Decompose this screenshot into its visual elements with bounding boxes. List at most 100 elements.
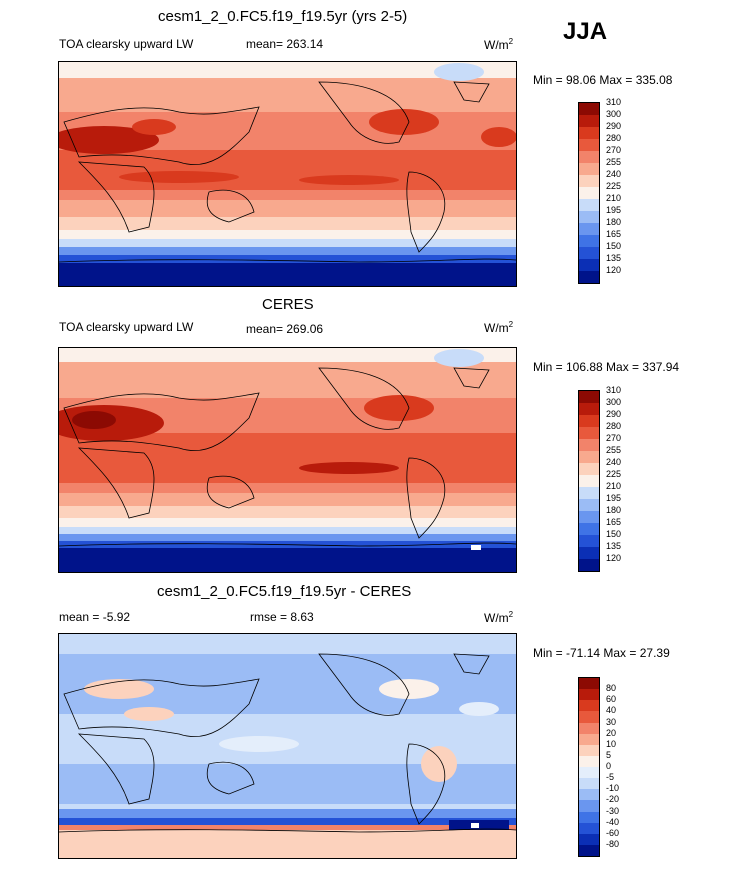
colorbar-segment [579,535,599,547]
colorbar-segment [579,391,599,403]
colorbar-tick-label: -40 [606,816,620,827]
panel2-map [58,347,517,573]
colorbar-tick-label: 310 [606,97,622,107]
colorbar-segment [579,259,599,271]
colorbar-tick-label: 280 [606,421,622,431]
colorbar-tick-label: 10 [606,738,617,749]
colorbar-segment [579,199,599,211]
colorbar-segment [579,523,599,535]
colorbar-tick-label: 310 [606,385,622,395]
panel1-variable: TOA clearsky upward LW [59,37,194,51]
colorbar-tick-label: 40 [606,705,617,716]
colorbar-segment [579,235,599,247]
panel2-field-svg [59,348,516,572]
panel1-mean: mean= 263.14 [246,37,324,51]
colorbar-tick-label: 120 [606,265,622,275]
panel2-title: CERES [262,296,314,313]
panel3-mean: mean = -5.92 [59,610,131,624]
colorbar-tick-label: 290 [606,121,622,131]
colorbar-segment [579,151,599,163]
colorbar-tick-label: 195 [606,205,622,215]
colorbar-segment [579,811,599,823]
colorbar-segment [579,778,599,790]
panel3-rmse: rmse = 8.63 [250,610,314,624]
colorbar-segment [579,487,599,499]
colorbar-tick-label: 135 [606,253,622,263]
colorbar-tick-label: 80 [606,683,617,694]
colorbar-segment [579,767,599,779]
panel3-units: W/m2 [484,610,514,625]
colorbar-segment [579,559,599,571]
colorbar-segment [579,475,599,487]
colorbar-segment [579,103,599,115]
colorbar-tick-label: 300 [606,397,622,407]
colorbar-segment [579,115,599,127]
colorbar-segment [579,223,599,235]
colorbar-tick-label: 120 [606,553,622,563]
colorbar-tick-label: 165 [606,229,622,239]
colorbar-tick-label: 150 [606,529,622,539]
colorbar-tick-label: 150 [606,241,622,251]
colorbar-segment [579,415,599,427]
colorbar-segment [579,499,599,511]
colorbar-segment [579,733,599,745]
colorbar-segment [579,547,599,559]
colorbar-segment [579,427,599,439]
colorbar-tick-label: 30 [606,716,617,727]
colorbar-segment [579,139,599,151]
colorbar-tick-label: -30 [606,805,620,816]
panel2-minmax: Min = 106.88 Max = 337.94 [533,360,680,374]
colorbar-tick-label: 280 [606,133,622,143]
colorbar-segment [579,463,599,475]
colorbar-tick-label: 290 [606,409,622,419]
colorbar-tick-label: 210 [606,481,622,491]
colorbar-tick-label: 240 [606,457,622,467]
colorbar-tick-label: 225 [606,181,622,191]
colorbar-tick-label: -80 [606,838,620,849]
colorbar-segment [579,711,599,723]
colorbar-tick-label: 225 [606,469,622,479]
colorbar-segment [579,163,599,175]
colorbar-tick-label: 180 [606,505,622,515]
colorbar-segment [579,789,599,801]
colorbar-segment [579,744,599,756]
colorbar-tick-label: 270 [606,433,622,443]
colorbar-segment [579,451,599,463]
colorbar-tick-label: -5 [606,772,615,783]
colorbar-segment [579,800,599,812]
panel3-colorbar [578,677,600,857]
colorbar-segment [579,678,599,690]
colorbar-segment [579,187,599,199]
colorbar-segment [579,700,599,712]
colorbar-segment [579,833,599,845]
panel3-minmax: Min = -71.14 Max = 27.39 [533,646,670,660]
panel1-units: W/m2 [484,37,514,52]
colorbar-tick-label: -10 [606,783,620,794]
colorbar-tick-label: 0 [606,761,612,771]
colorbar-segment [579,247,599,259]
colorbar-tick-label: 210 [606,193,622,203]
panel2-mean: mean= 269.06 [246,322,324,336]
colorbar-tick-label: -60 [606,827,620,838]
colorbar-segment [579,211,599,223]
colorbar-segment [579,722,599,734]
colorbar-tick-label: 180 [606,217,622,227]
colorbar-tick-label: 165 [606,517,622,527]
colorbar-segment [579,689,599,701]
season-label: JJA [563,18,608,45]
colorbar-tick-label: 255 [606,157,622,167]
colorbar-segment [579,511,599,523]
colorbar-tick-label: 255 [606,445,622,455]
panel1-field-svg [59,62,516,286]
panel1-colorbar [578,102,600,284]
colorbar-segment [579,844,599,856]
panel3-field-svg [59,634,516,858]
colorbar-tick-label: 300 [606,109,622,119]
panel2-variable: TOA clearsky upward LW [59,320,194,334]
panel1-map [58,61,517,287]
colorbar-tick-label: 270 [606,145,622,155]
panel2-colorbar [578,390,600,572]
colorbar-segment [579,822,599,834]
colorbar-tick-label: 5 [606,749,612,760]
panel1-title: cesm1_2_0.FC5.f19_f19.5yr (yrs 2-5) [158,8,408,25]
